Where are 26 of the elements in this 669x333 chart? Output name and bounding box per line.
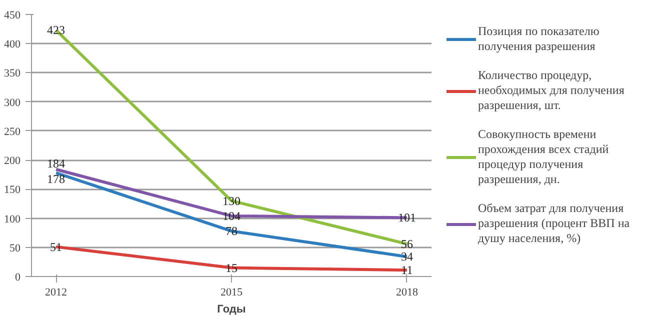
data-label: 184	[47, 156, 66, 170]
x-tick-label: 2018	[396, 286, 418, 298]
x-axis-title: Годы	[217, 304, 246, 316]
y-tick-label: 400	[4, 38, 21, 51]
data-label: 51	[50, 240, 62, 254]
data-label: 34	[400, 250, 413, 264]
data-label: 11	[401, 263, 413, 278]
legend-label: Количество процедур, необходимых для получения разрешения, шт.	[478, 68, 624, 113]
y-tick-label: 300	[4, 96, 21, 109]
data-label: 56	[400, 236, 413, 251]
x-tick-label: 2015	[220, 286, 243, 298]
x-tick-label: 2012	[45, 286, 68, 298]
y-tick-label: 150	[4, 184, 21, 196]
y-tick-label: 450	[4, 10, 21, 22]
legend-label: Совокупность времени прохождения всех стадий процедур получения разрешения, дн.	[478, 127, 609, 187]
data-label: 101	[398, 210, 416, 225]
y-tick-label: 100	[4, 213, 21, 226]
y-tick-label: 200	[4, 155, 21, 168]
data-label: 423	[47, 23, 66, 38]
y-tick-label: 50	[10, 242, 21, 254]
y-tick-label: 350	[4, 68, 21, 80]
legend-label: Объем затрат для получения разрешения (процент ВВП на душу населения, %)	[478, 201, 630, 246]
data-label: 178	[47, 172, 66, 186]
y-tick-label: 0	[15, 272, 21, 284]
y-tick-label: 250	[4, 126, 21, 138]
legend-label: Позиция по показателю получения разрешения	[478, 24, 600, 54]
